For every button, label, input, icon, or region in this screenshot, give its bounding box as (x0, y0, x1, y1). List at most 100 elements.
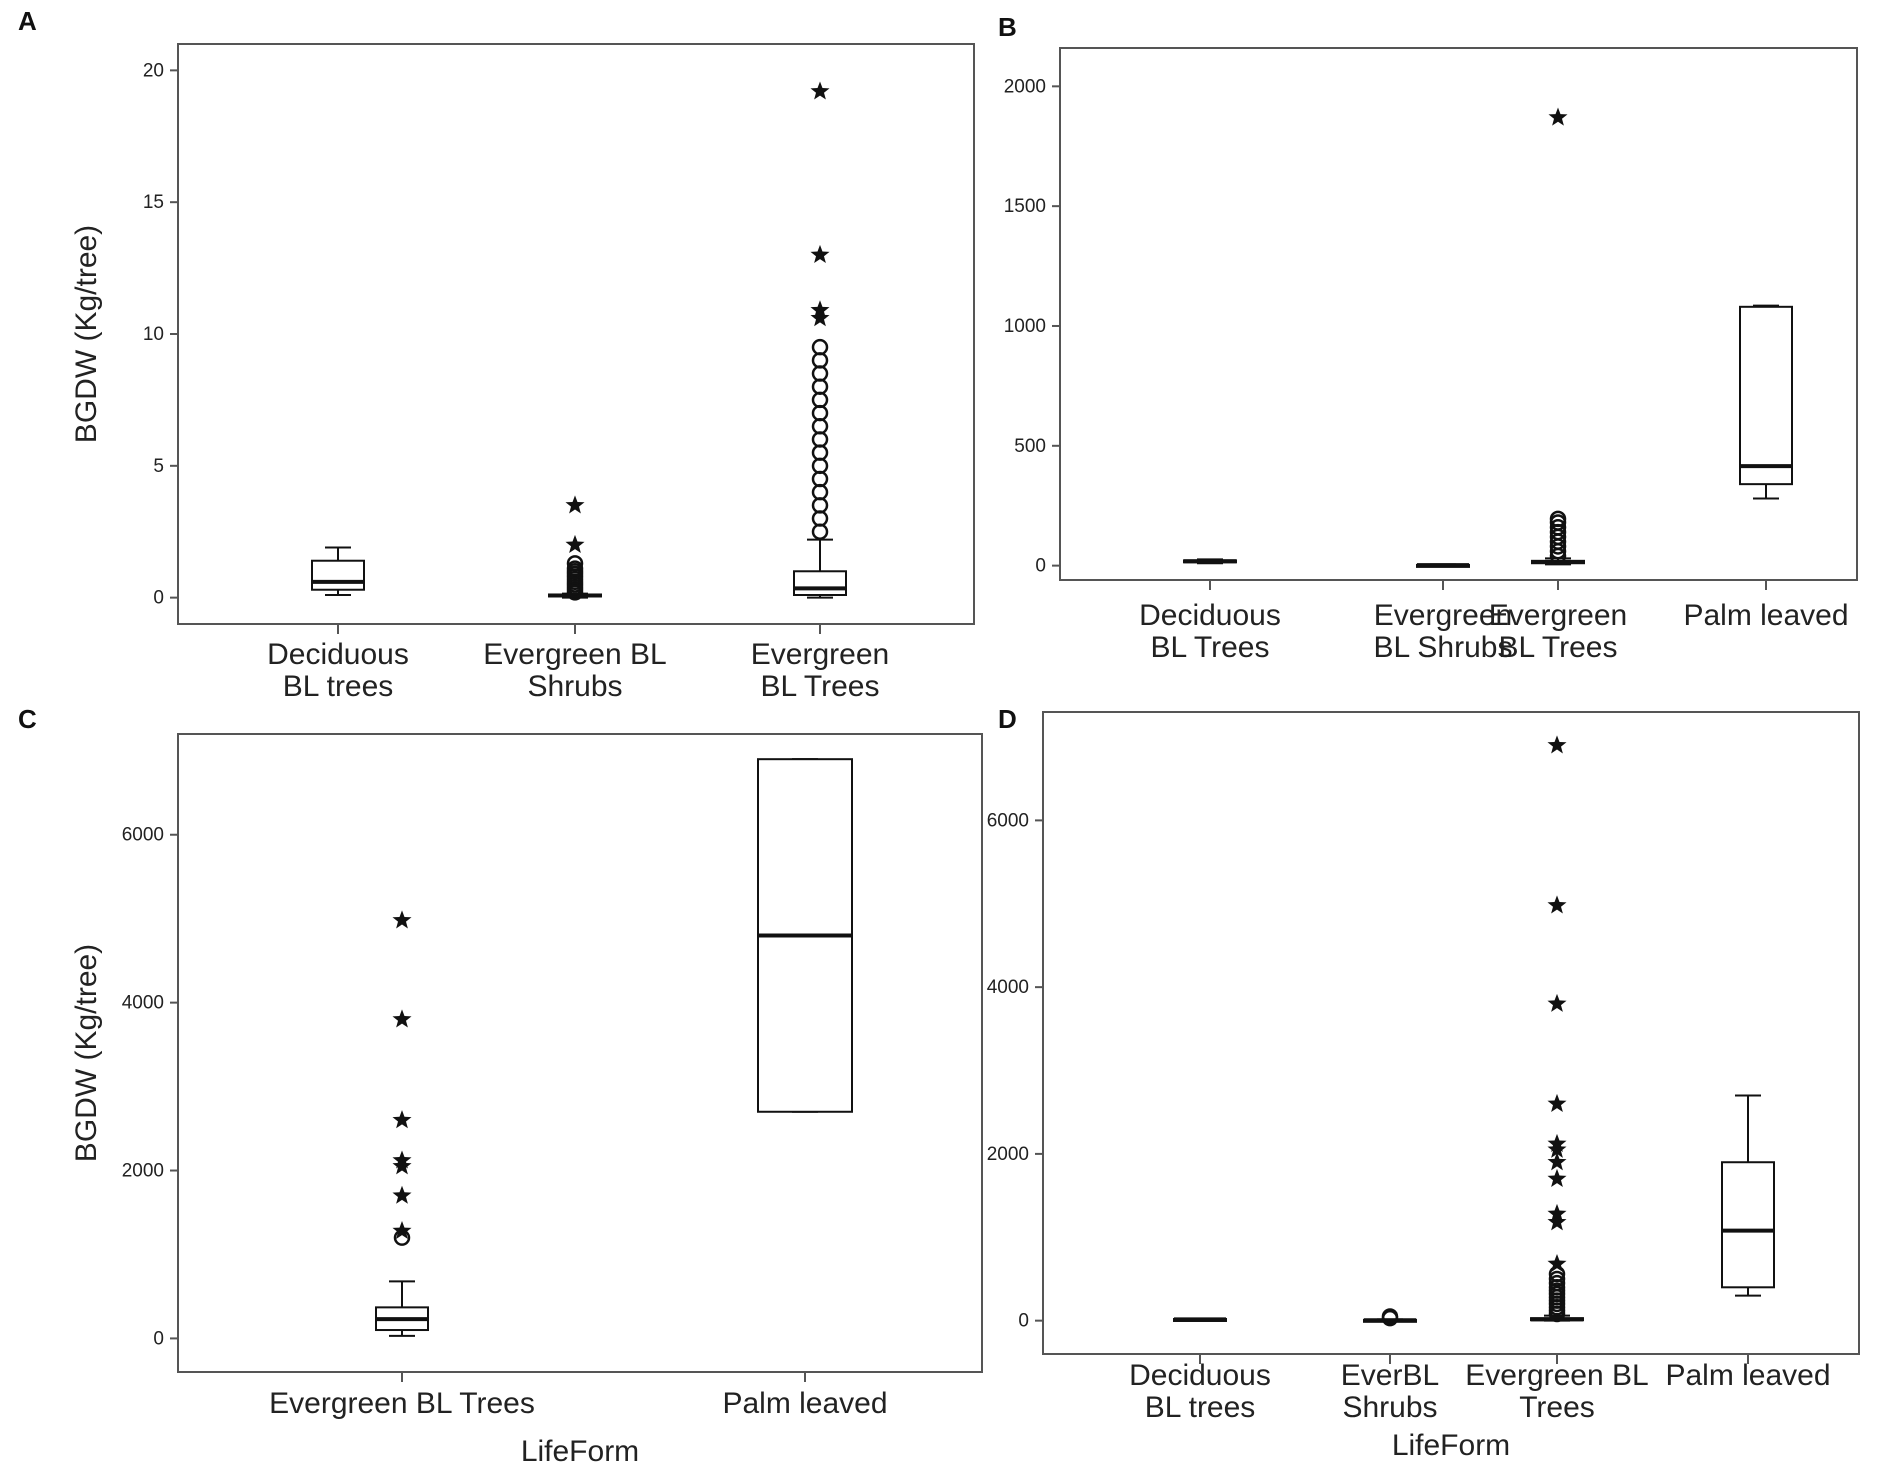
category-label: Evergreen BL Trees (1465, 1359, 1648, 1424)
outlier-point (1381, 1308, 1399, 1325)
box-1 (1183, 558, 1237, 565)
iqr-box (311, 559, 365, 591)
outlier-point (811, 365, 829, 382)
outlier-point (811, 510, 829, 527)
y-tick-label: 2000 (122, 1161, 164, 1182)
outlier-point (811, 497, 829, 514)
extreme-point (1547, 993, 1567, 1012)
panel-letter: D (998, 704, 1017, 734)
panel-letter: A (18, 6, 37, 36)
box-3 (1531, 107, 1585, 566)
plot-frame (1059, 47, 1858, 581)
category-label: Palm leaved (1683, 599, 1848, 632)
panel-letter: C (18, 704, 37, 734)
outlier-point (811, 457, 829, 475)
extreme-point (1547, 895, 1567, 914)
extreme-point (810, 81, 830, 100)
y-tick-label: 0 (153, 588, 164, 609)
extreme-point (392, 1150, 412, 1169)
extreme-point (565, 534, 585, 553)
extreme-point (392, 1185, 412, 1204)
outlier-point (811, 431, 829, 448)
y-tick-label: 5 (153, 456, 164, 477)
extreme-point (1547, 1133, 1567, 1152)
outlier-point (811, 523, 829, 540)
extreme-point (392, 910, 412, 929)
iqr-box (1739, 305, 1793, 486)
extreme-point (392, 1220, 412, 1240)
extreme-point (810, 308, 830, 327)
extreme-point (565, 495, 585, 514)
extreme-point (392, 1009, 412, 1028)
y-axis-label: BGDW (Kg/tree) (70, 225, 103, 443)
box-2 (1363, 1308, 1417, 1327)
iqr-box (793, 570, 847, 596)
outlier-point (811, 378, 829, 395)
y-tick-label: 6000 (122, 825, 164, 846)
x-axis-label: LifeForm (1392, 1429, 1510, 1462)
box-2 (757, 758, 853, 1113)
outlier-point (811, 338, 829, 356)
y-tick-label: 500 (1014, 436, 1046, 457)
category-label: Deciduous BL trees (1129, 1359, 1271, 1424)
extreme-point (1547, 1203, 1567, 1223)
y-tick-label: 4000 (122, 993, 164, 1014)
y-tick-label: 4000 (987, 977, 1029, 998)
category-label: Palm leaved (722, 1387, 887, 1420)
y-tick-label: 1500 (1004, 196, 1046, 217)
extreme-point (810, 300, 830, 319)
y-tick-label: 0 (1035, 556, 1046, 577)
box-4 (1721, 1094, 1775, 1297)
category-label: EverBL Shrubs (1341, 1359, 1439, 1424)
category-label: Evergreen BL Trees (1489, 599, 1627, 664)
box-2 (1416, 563, 1470, 568)
box-4 (1739, 304, 1793, 500)
outlier-point (566, 560, 584, 577)
outlier-point (1548, 1270, 1566, 1288)
category-label: Evergreen BL Shrubs (1374, 599, 1513, 664)
category-label: Deciduous BL trees (267, 638, 409, 703)
y-tick-label: 2000 (1004, 76, 1046, 97)
plot-frame (1042, 711, 1860, 1355)
extreme-point (1547, 1152, 1567, 1171)
y-axis-label: BGDW (Kg/tree) (70, 944, 103, 1162)
y-tick-label: 1000 (1004, 316, 1046, 337)
extreme-point (1547, 1253, 1567, 1273)
y-tick-label: 10 (143, 324, 164, 345)
y-tick-label: 2000 (987, 1144, 1029, 1165)
panel-c: C 0 2000 4000 6000 BGDW (Kg/tree) Evergreen BL… (18, 704, 983, 1468)
panel-d: D 0 2000 4000 6000 Deciduous BL trees EverBL Shr… (987, 704, 1860, 1462)
box-3 (793, 81, 847, 599)
extreme-point (1547, 1212, 1567, 1231)
box-3 (1530, 735, 1584, 1323)
category-label: Evergreen BL Shrubs (483, 638, 666, 703)
x-axis-label: LifeForm (521, 1435, 639, 1468)
category-label: Evergreen BL Trees (269, 1387, 535, 1420)
box-2 (548, 495, 602, 601)
plot-frame (177, 733, 983, 1373)
y-tick-label: 6000 (987, 810, 1029, 831)
outlier-point (1549, 519, 1567, 536)
outlier-point (811, 444, 829, 461)
iqr-box (1721, 1161, 1775, 1289)
extreme-point (1547, 735, 1567, 754)
extreme-point (810, 244, 830, 263)
extreme-point (392, 1110, 412, 1129)
outlier-point (811, 404, 829, 422)
extreme-point (392, 1156, 412, 1175)
box-1 (1173, 1317, 1227, 1322)
y-tick-label: 0 (153, 1328, 164, 1349)
category-label: Deciduous BL Trees (1139, 599, 1281, 664)
extreme-point (1547, 1168, 1567, 1187)
box-1 (311, 546, 365, 596)
category-label: Evergreen BL Trees (751, 638, 889, 703)
panel-letter: B (998, 12, 1017, 42)
extreme-point (1547, 1093, 1567, 1112)
y-tick-label: 20 (143, 60, 164, 81)
box-1 (375, 910, 429, 1337)
outlier-point (566, 555, 584, 572)
panel-a: A 0 5 10 15 20 BGDW (Kg/tree) Deciduous BL trees… (18, 6, 975, 703)
y-tick-label: 0 (1018, 1311, 1029, 1332)
